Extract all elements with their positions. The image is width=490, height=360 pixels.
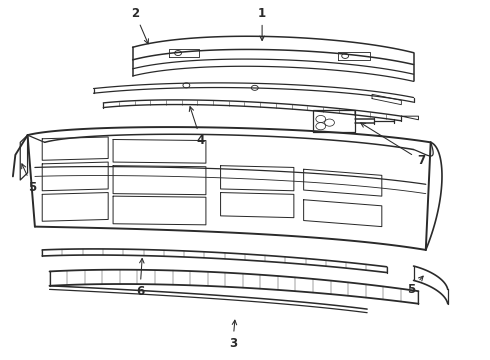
Text: 4: 4 bbox=[189, 107, 205, 147]
Text: 3: 3 bbox=[229, 320, 237, 350]
Text: 2: 2 bbox=[131, 7, 148, 44]
Text: 5: 5 bbox=[407, 276, 423, 296]
Text: 5: 5 bbox=[22, 164, 37, 194]
Text: 1: 1 bbox=[258, 7, 266, 41]
Text: 7: 7 bbox=[361, 123, 425, 167]
Text: 6: 6 bbox=[136, 258, 144, 298]
